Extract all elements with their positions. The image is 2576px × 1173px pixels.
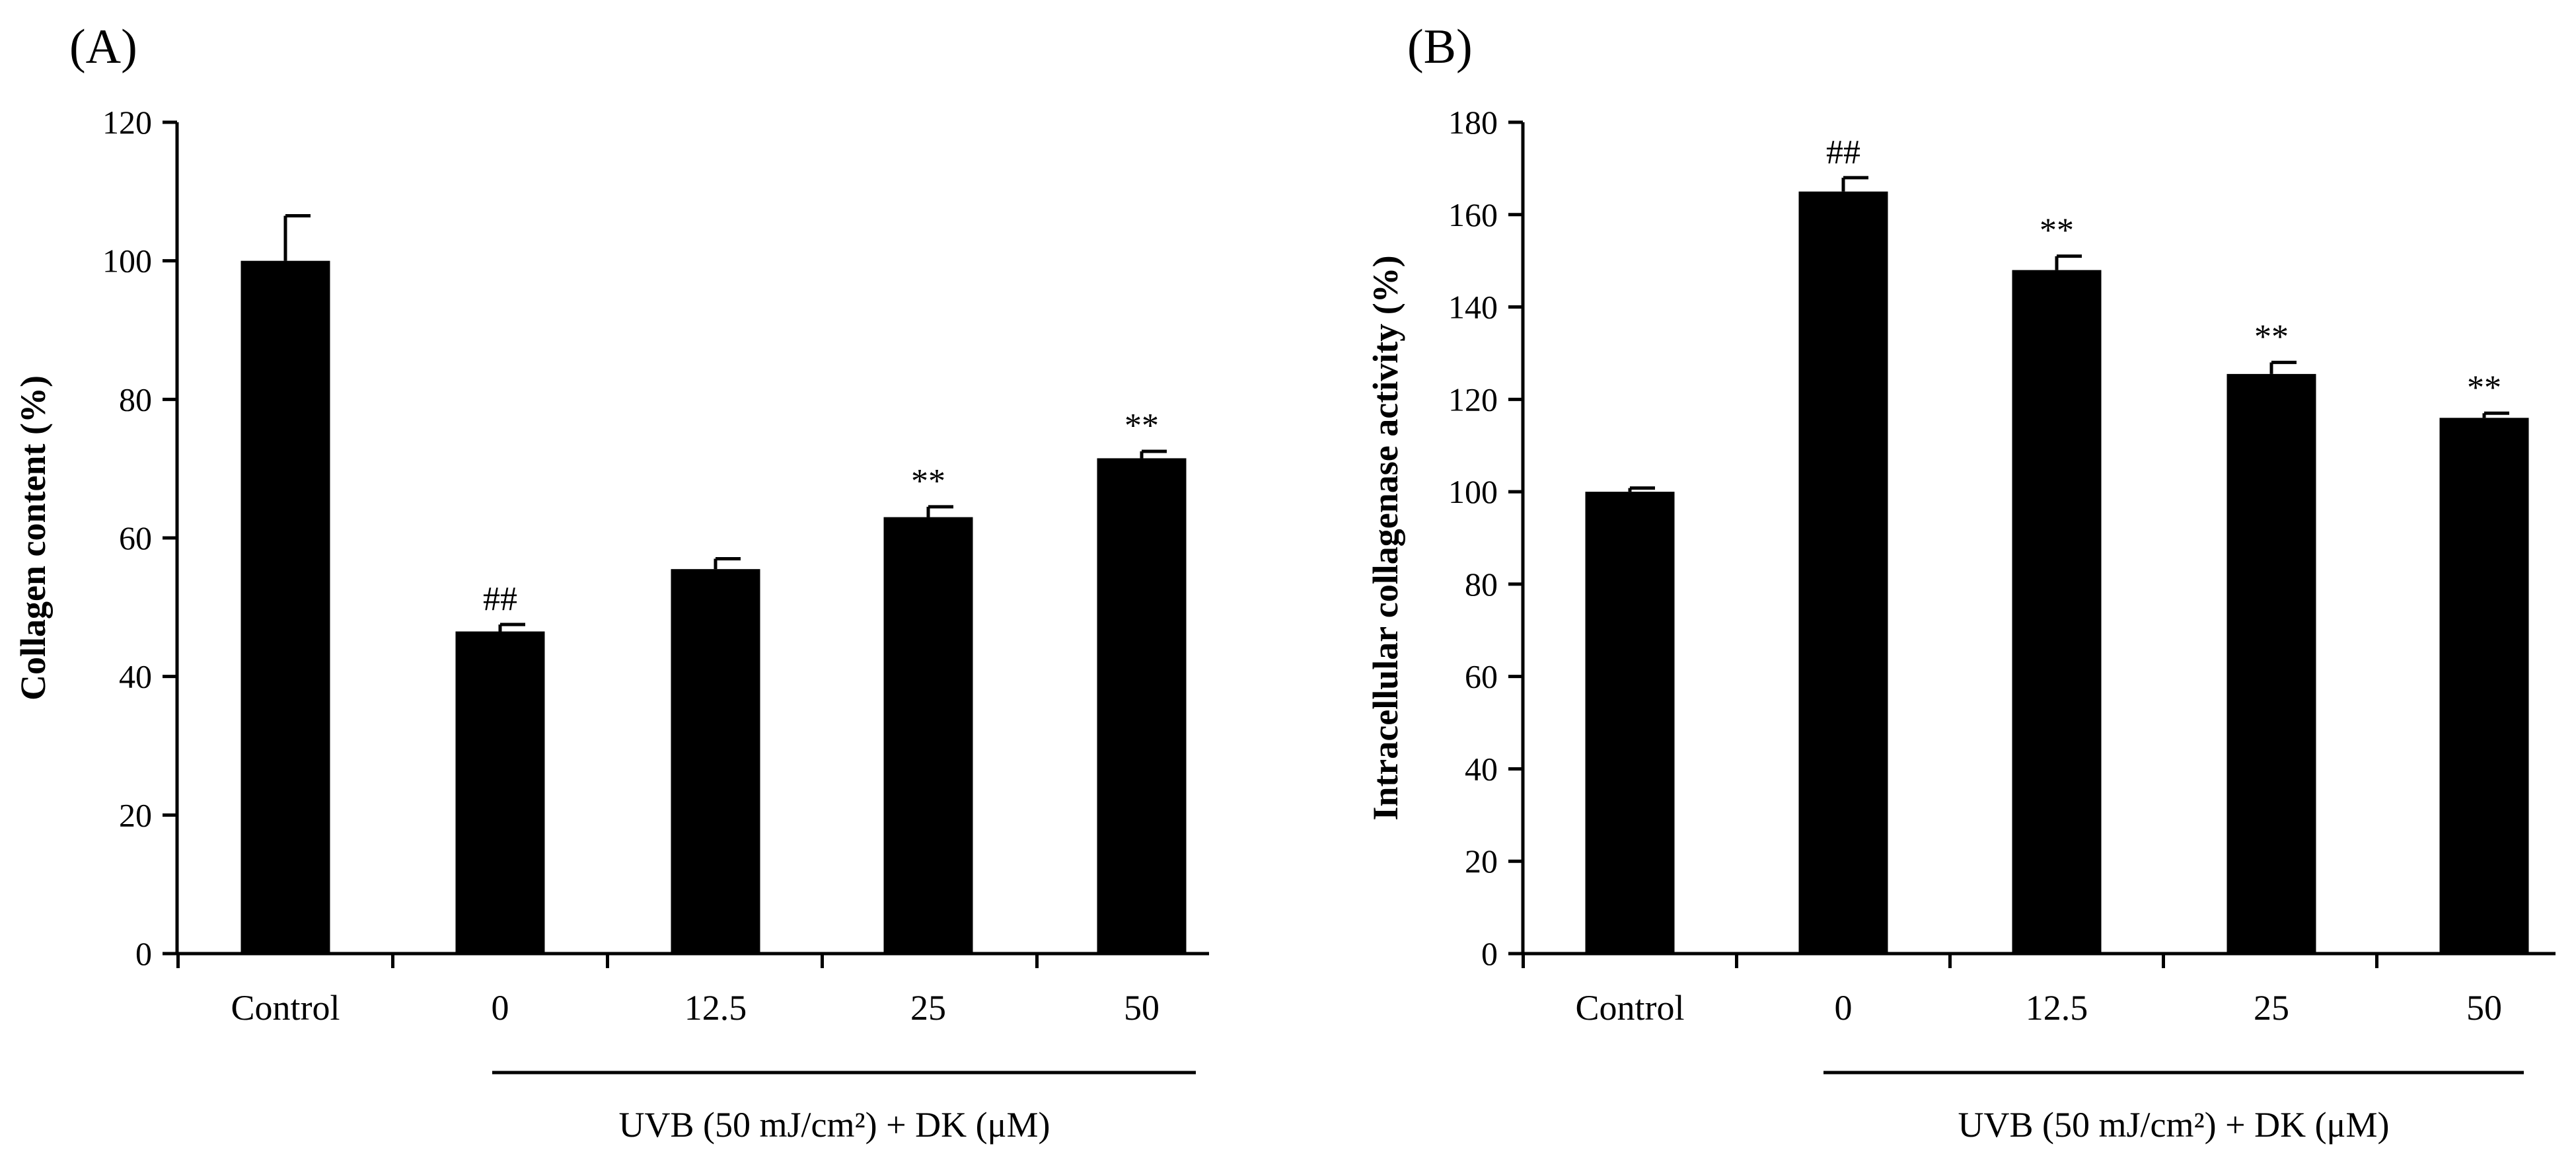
group-label: UVB (50 mJ/cm²) + DK (μM) (1958, 1105, 2389, 1145)
bar-50 (2439, 418, 2529, 954)
y-tick-label: 20 (1465, 843, 1498, 880)
y-tick-label: 40 (1465, 750, 1498, 787)
bar-control (1585, 492, 1675, 954)
y-tick-label: 180 (1448, 104, 1498, 141)
significance-marker: ** (2254, 318, 2289, 356)
y-tick-label: 0 (135, 935, 152, 972)
x-category-label: Control (231, 988, 340, 1028)
x-category-label: Control (1575, 988, 1684, 1028)
x-category-label: 0 (492, 988, 509, 1028)
bar-50 (1097, 458, 1187, 954)
x-category-label: 0 (1835, 988, 1853, 1028)
bar-0 (455, 631, 545, 954)
group-label: UVB (50 mJ/cm²) + DK (μM) (618, 1105, 1050, 1145)
y-tick-label: 120 (102, 104, 152, 141)
significance-marker: ** (2467, 369, 2501, 406)
panel-label: (B) (1407, 20, 1473, 74)
y-tick-label: 100 (102, 243, 152, 280)
bar-12-5 (671, 569, 760, 954)
bar-control (240, 260, 330, 954)
y-tick-label: 60 (1465, 658, 1498, 695)
y-axis-label: Intracellular collagenase activity (%) (1366, 255, 1405, 820)
x-category-label: 25 (910, 988, 946, 1028)
y-tick-label: 140 (1448, 289, 1498, 326)
y-axis-label: Collagen content (%) (13, 375, 53, 700)
y-tick-label: 120 (1448, 381, 1498, 418)
y-tick-label: 100 (1448, 473, 1498, 510)
x-category-label: 50 (1124, 988, 1159, 1028)
significance-marker: ** (1124, 407, 1159, 445)
significance-marker: ## (483, 580, 517, 618)
y-tick-label: 80 (1465, 566, 1498, 603)
y-tick-label: 160 (1448, 196, 1498, 233)
x-category-label: 12.5 (684, 988, 747, 1028)
y-tick-label: 60 (119, 519, 152, 556)
significance-marker: ** (911, 463, 945, 500)
significance-marker: ** (2040, 212, 2074, 250)
panel-b: (B) Intracellular collagenase activity (%… (1366, 20, 2556, 1145)
y-tick-label: 0 (1481, 935, 1498, 972)
bar-25 (2226, 373, 2316, 954)
y-tick-label: 80 (119, 381, 152, 418)
y-tick-label: 20 (119, 796, 152, 833)
bar-0 (1798, 191, 1888, 954)
x-category-label: 50 (2466, 988, 2502, 1028)
bar-25 (883, 517, 973, 954)
bar-12-5 (2012, 270, 2102, 954)
x-category-label: 25 (2254, 988, 2289, 1028)
significance-marker: ## (1826, 133, 1860, 171)
y-tick-label: 40 (119, 658, 152, 695)
panel-label: (A) (69, 20, 137, 74)
x-category-label: 12.5 (2026, 988, 2088, 1028)
panel-a: (A) Collagen content (%) 0 20 40 60 80 100 120 Co… (13, 20, 1209, 1145)
